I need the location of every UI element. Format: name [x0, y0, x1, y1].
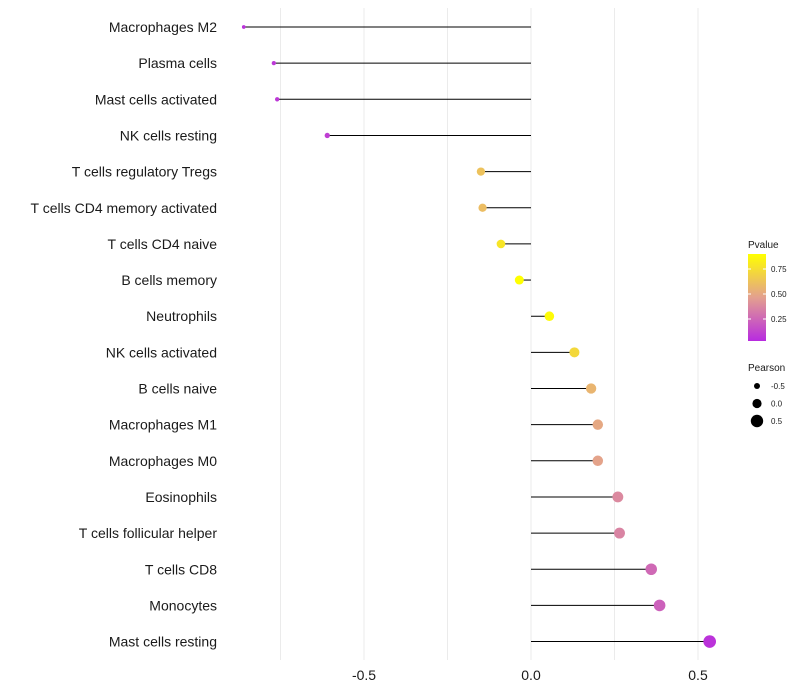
x-tick-label: -0.5 — [352, 667, 376, 683]
data-point — [274, 97, 280, 102]
color-legend-title: Pvalue — [748, 240, 779, 251]
size-legend-dot — [754, 383, 760, 389]
category-label: Eosinophils — [145, 489, 217, 505]
color-tick-label: 0.25 — [771, 315, 787, 324]
size-legend-label: -0.5 — [771, 382, 785, 391]
data-point — [645, 563, 657, 576]
category-label: Macrophages M2 — [109, 19, 217, 35]
category-label: T cells CD8 — [145, 561, 217, 577]
data-point — [592, 455, 604, 467]
data-point — [514, 275, 524, 285]
color-tick-label: 0.75 — [771, 265, 787, 274]
data-point — [476, 167, 486, 176]
category-label: Mast cells resting — [109, 634, 217, 650]
size-legend-keys: -0.5 0.0 0.5 — [750, 382, 785, 428]
data-point — [703, 635, 717, 648]
x-tick-label: 0.5 — [688, 667, 708, 683]
category-label: Plasma cells — [138, 55, 217, 71]
category-label: T cells regulatory Tregs — [72, 164, 217, 180]
size-legend-title: Pearson — [748, 363, 785, 374]
data-points — [241, 25, 717, 648]
category-label: Macrophages M0 — [109, 453, 217, 469]
data-point — [478, 203, 487, 212]
category-label: Mast cells activated — [95, 91, 217, 107]
category-label: Macrophages M1 — [109, 417, 217, 433]
x-tick-label: 0.0 — [521, 667, 541, 683]
size-legend-dot — [750, 414, 764, 428]
size-legend-dot — [752, 398, 762, 409]
color-legend-bar — [748, 254, 766, 341]
size-legend-label: 0.0 — [771, 400, 783, 409]
legend: Pvalue 0.75 0.50 0.25 Pearson -0.5 0.0 0.5 — [748, 240, 787, 428]
data-point — [324, 132, 330, 139]
x-axis-ticks: -0.5 0.0 0.5 — [352, 667, 708, 683]
data-point — [612, 491, 624, 503]
category-label: NK cells activated — [106, 344, 217, 360]
category-label: T cells CD4 memory activated — [31, 200, 217, 216]
category-labels: Macrophages M2 Plasma cells Mast cells act… — [31, 19, 218, 650]
data-point — [653, 599, 666, 612]
data-point — [614, 527, 625, 539]
data-point — [569, 347, 580, 358]
stems — [243, 26, 710, 643]
data-point — [496, 239, 506, 249]
category-label: B cells naive — [138, 381, 217, 397]
data-point — [592, 419, 604, 430]
category-label: NK cells resting — [120, 127, 217, 143]
data-point — [241, 25, 246, 29]
category-label: Monocytes — [149, 597, 217, 613]
color-legend-ticks: 0.75 0.50 0.25 — [748, 265, 787, 324]
category-label: T cells CD4 naive — [108, 236, 218, 252]
data-point — [271, 61, 276, 66]
category-label: Neutrophils — [146, 308, 217, 324]
size-legend-label: 0.5 — [771, 417, 783, 426]
category-label: T cells follicular helper — [79, 525, 218, 541]
data-point — [585, 383, 597, 394]
grid-lines — [280, 8, 699, 660]
color-tick-label: 0.50 — [771, 290, 787, 299]
data-point — [544, 311, 555, 321]
category-label: B cells memory — [121, 272, 217, 288]
